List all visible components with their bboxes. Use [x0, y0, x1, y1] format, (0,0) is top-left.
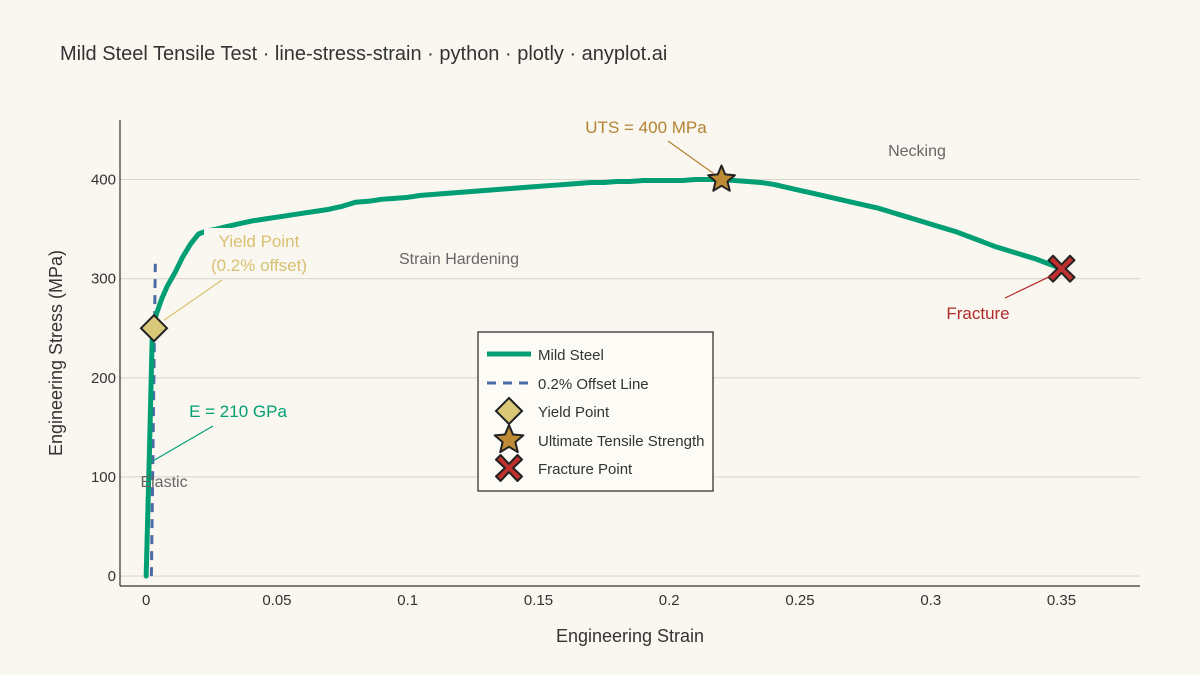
legend: Mild Steel 0.2% Offset Line Yield Point … — [477, 331, 714, 492]
legend-label-fracture-point: Fracture Point — [538, 461, 633, 478]
x-tick-labels: 0 0.05 0.1 0.15 0.2 0.25 0.3 0.35 — [142, 592, 1076, 609]
x-tick-label: 0.1 — [397, 592, 418, 609]
legend-label-uts: Ultimate Tensile Strength — [538, 433, 704, 450]
x-tick-label: 0.05 — [262, 592, 291, 609]
x-tick-label: 0.15 — [524, 592, 553, 609]
marker-yield-point — [139, 313, 169, 343]
fracture-annotation-arrow — [1004, 274, 1054, 299]
x-tick-label: 0.2 — [659, 592, 680, 609]
x-tick-label: 0.3 — [920, 592, 941, 609]
series-mild-steel — [143, 176, 1065, 579]
yield-label-background — [204, 228, 316, 278]
x-axis-label: Engineering Strain — [556, 626, 704, 646]
marker-uts — [707, 164, 736, 192]
y-tick-label: 0 — [108, 568, 116, 585]
region-label-necking: Necking — [888, 143, 946, 160]
legend-swatch-uts — [493, 424, 525, 454]
region-label-elastic: Elastic — [140, 474, 187, 491]
chart-title: Mild Steel Tensile Test · line-stress-st… — [60, 43, 667, 65]
annotations: Yield Point (0.2% offset) UTS = 400 MPa … — [140, 118, 1054, 491]
y-tick-label: 100 — [91, 469, 116, 486]
legend-uts-star — [493, 424, 525, 454]
legend-fracture-cross — [495, 454, 523, 482]
x-tick-label: 0.35 — [1047, 592, 1076, 609]
y-tick-label: 200 — [91, 370, 116, 387]
marker-fracture-point — [1047, 254, 1076, 283]
modulus-annotation: E = 210 GPa — [189, 402, 287, 421]
legend-label-mild-steel: Mild Steel — [538, 347, 604, 364]
uts-annotation-arrow — [667, 140, 714, 174]
yield-annotation-arrow — [163, 279, 223, 321]
fracture-annotation: Fracture — [946, 304, 1009, 323]
legend-label-offset-line: 0.2% Offset Line — [538, 376, 649, 393]
uts-annotation: UTS = 400 MPa — [585, 118, 707, 137]
yield-annotation-line1: Yield Point — [219, 232, 300, 251]
legend-swatch-fracture-point — [495, 454, 523, 482]
modulus-annotation-arrow — [150, 425, 214, 463]
x-tick-label: 0.25 — [785, 592, 814, 609]
y-tick-label: 300 — [91, 271, 116, 288]
legend-label-yield-point: Yield Point — [538, 404, 610, 421]
yield-annotation-line2: (0.2% offset) — [211, 256, 307, 275]
series-layer — [139, 164, 1076, 579]
x-tick-label: 0 — [142, 592, 150, 609]
y-axis-label: Engineering Stress (MPa) — [46, 250, 66, 456]
region-label-strain-hardening: Strain Hardening — [399, 251, 519, 268]
y-tick-labels: 0 100 200 300 400 — [91, 171, 116, 585]
y-tick-label: 400 — [91, 171, 116, 188]
